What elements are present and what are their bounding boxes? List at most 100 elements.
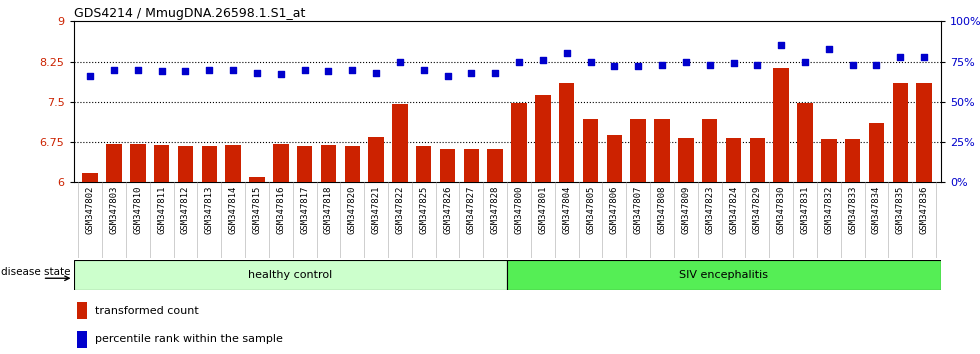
- Text: GSM347821: GSM347821: [371, 186, 380, 234]
- Bar: [750, 138, 765, 182]
- Point: [535, 57, 551, 63]
- Point: [487, 70, 503, 76]
- Bar: [154, 145, 170, 182]
- Point: [368, 70, 384, 76]
- Bar: [678, 138, 694, 182]
- Bar: [130, 144, 146, 182]
- Point: [416, 67, 431, 73]
- Text: GSM347836: GSM347836: [919, 186, 929, 234]
- Text: GSM347823: GSM347823: [706, 186, 714, 234]
- Text: healthy control: healthy control: [248, 270, 332, 280]
- Point: [512, 59, 527, 64]
- Text: GSM347807: GSM347807: [634, 186, 643, 234]
- Bar: [630, 119, 646, 182]
- Text: percentile rank within the sample: percentile rank within the sample: [95, 334, 283, 344]
- Text: GSM347824: GSM347824: [729, 186, 738, 234]
- Text: GSM347829: GSM347829: [753, 186, 761, 234]
- Text: GSM347811: GSM347811: [157, 186, 167, 234]
- Bar: [177, 146, 193, 182]
- Point: [893, 54, 908, 59]
- Bar: [487, 149, 503, 182]
- Text: GSM347814: GSM347814: [228, 186, 237, 234]
- Text: GSM347806: GSM347806: [610, 186, 619, 234]
- Point: [177, 68, 193, 74]
- Point: [154, 68, 170, 74]
- Text: GSM347826: GSM347826: [443, 186, 452, 234]
- Point: [630, 63, 646, 69]
- Text: GSM347831: GSM347831: [801, 186, 809, 234]
- Bar: [798, 103, 812, 182]
- Point: [344, 67, 360, 73]
- Point: [320, 68, 336, 74]
- Bar: [916, 83, 932, 182]
- Text: GSM347802: GSM347802: [85, 186, 95, 234]
- Point: [559, 51, 574, 56]
- Text: GSM347812: GSM347812: [181, 186, 190, 234]
- Bar: [202, 146, 217, 182]
- Bar: [655, 119, 669, 182]
- Bar: [77, 302, 87, 319]
- Bar: [773, 68, 789, 182]
- Text: GSM347828: GSM347828: [491, 186, 500, 234]
- Text: GSM347825: GSM347825: [419, 186, 428, 234]
- Point: [82, 73, 98, 79]
- Text: GSM347833: GSM347833: [848, 186, 858, 234]
- Text: GSM347815: GSM347815: [253, 186, 262, 234]
- Bar: [106, 144, 122, 182]
- Text: GSM347813: GSM347813: [205, 186, 214, 234]
- Point: [297, 67, 313, 73]
- Text: GDS4214 / MmugDNA.26598.1.S1_at: GDS4214 / MmugDNA.26598.1.S1_at: [74, 7, 305, 20]
- Bar: [297, 146, 313, 182]
- Text: GSM347830: GSM347830: [777, 186, 786, 234]
- Point: [655, 62, 670, 68]
- Point: [821, 46, 837, 51]
- Bar: [273, 144, 288, 182]
- Text: GSM347805: GSM347805: [586, 186, 595, 234]
- Point: [583, 59, 599, 64]
- Text: GSM347832: GSM347832: [824, 186, 833, 234]
- Bar: [249, 177, 265, 182]
- Bar: [440, 149, 456, 182]
- Point: [440, 73, 456, 79]
- Point: [249, 70, 265, 76]
- Text: GSM347834: GSM347834: [872, 186, 881, 234]
- Bar: [82, 173, 98, 182]
- Point: [773, 42, 789, 48]
- Point: [702, 62, 717, 68]
- Text: GSM347822: GSM347822: [395, 186, 405, 234]
- Text: disease state: disease state: [1, 267, 71, 277]
- Bar: [845, 139, 860, 182]
- Point: [868, 62, 884, 68]
- Bar: [464, 149, 479, 182]
- Bar: [512, 103, 527, 182]
- Text: GSM347816: GSM347816: [276, 186, 285, 234]
- Point: [225, 67, 241, 73]
- Bar: [821, 139, 837, 182]
- Text: SIV encephalitis: SIV encephalitis: [679, 270, 768, 280]
- Point: [750, 62, 765, 68]
- Bar: [345, 146, 360, 182]
- Bar: [868, 123, 884, 182]
- Bar: [893, 83, 908, 182]
- Point: [678, 59, 694, 64]
- Text: GSM347804: GSM347804: [563, 186, 571, 234]
- Bar: [77, 331, 87, 348]
- Text: GSM347809: GSM347809: [681, 186, 690, 234]
- Text: GSM347808: GSM347808: [658, 186, 666, 234]
- Text: GSM347801: GSM347801: [538, 186, 548, 234]
- Bar: [74, 260, 508, 290]
- Text: GSM347803: GSM347803: [110, 186, 119, 234]
- Bar: [320, 145, 336, 182]
- Point: [607, 63, 622, 69]
- Point: [273, 72, 289, 77]
- Text: GSM347818: GSM347818: [324, 186, 333, 234]
- Bar: [368, 137, 384, 182]
- Bar: [508, 260, 941, 290]
- Text: GSM347810: GSM347810: [133, 186, 142, 234]
- Text: GSM347835: GSM347835: [896, 186, 905, 234]
- Bar: [607, 135, 622, 182]
- Text: GSM347817: GSM347817: [300, 186, 309, 234]
- Point: [202, 67, 218, 73]
- Bar: [559, 83, 574, 182]
- Point: [106, 67, 122, 73]
